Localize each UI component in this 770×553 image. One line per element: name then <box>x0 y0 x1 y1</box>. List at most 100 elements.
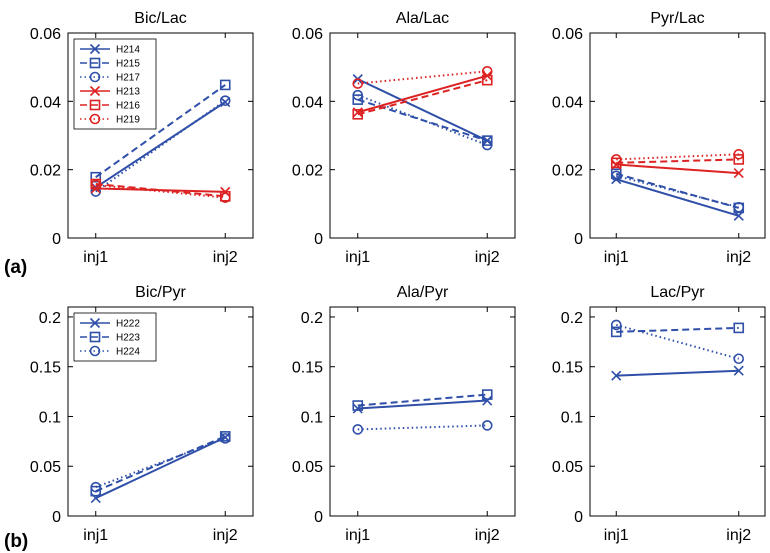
y-tick-label: 0.1 <box>561 409 583 426</box>
legend: H222 H223 H224 <box>73 312 157 362</box>
data-point <box>352 109 364 120</box>
data-point <box>90 179 102 191</box>
x-tick-label: inj2 <box>475 249 500 266</box>
y-tick-label: 0.1 <box>39 409 61 426</box>
chart-title: Bic/Pyr <box>135 284 186 301</box>
y-tick-label: 0.15 <box>30 360 61 377</box>
series-0 <box>611 174 744 221</box>
x-tick-label: inj2 <box>213 249 238 266</box>
x-tick-label: inj1 <box>345 249 370 266</box>
legend-entry: H219 <box>116 115 140 126</box>
series-line <box>95 436 226 499</box>
series-4 <box>352 74 493 120</box>
series-line <box>95 99 226 193</box>
series-1 <box>90 79 231 183</box>
legend-marker <box>89 99 101 111</box>
data-point <box>219 95 231 106</box>
y-tick-label: 0.02 <box>30 163 61 180</box>
x-tick-label: inj1 <box>83 249 108 266</box>
data-point <box>611 370 622 381</box>
series-5 <box>610 148 745 165</box>
legend-entry: H214 <box>116 45 140 56</box>
data-point <box>481 65 493 77</box>
data-point <box>610 326 622 338</box>
series-0 <box>611 365 744 381</box>
legend: H214 H215 H217 H213 H216 H219 <box>73 38 157 130</box>
axes-frame <box>329 306 516 517</box>
series-1 <box>610 322 745 338</box>
chart-title: Pyr/Lac <box>650 10 704 27</box>
x-tick-label: inj1 <box>604 249 629 266</box>
y-tick-label: 0.04 <box>552 94 583 111</box>
data-point <box>90 171 102 183</box>
data-point <box>219 433 231 444</box>
chart-0: Bic/Lac 0 0.02 0.04 0.06 inj1 inj2 H214 H215 H217… <box>30 10 254 266</box>
y-tick-label: 0.06 <box>30 26 61 43</box>
y-tick-label: 0.06 <box>292 26 323 43</box>
legend-marker <box>89 43 101 55</box>
series-line <box>95 187 226 193</box>
data-point <box>352 89 364 101</box>
series-line <box>357 78 488 142</box>
charts: Bic/Lac 0 0.02 0.04 0.06 inj1 inj2 H214 H215 H217… <box>30 10 766 544</box>
data-point <box>610 154 622 165</box>
y-tick-label: 0 <box>574 231 583 248</box>
legend-marker <box>89 71 101 83</box>
data-point <box>90 186 102 197</box>
series-line <box>357 94 488 146</box>
data-point <box>481 420 493 431</box>
data-point <box>733 322 745 334</box>
series-2 <box>610 319 745 365</box>
x-tick-label: inj1 <box>83 527 108 544</box>
axes-frame <box>67 306 254 517</box>
series-5 <box>352 65 493 89</box>
data-point <box>733 148 745 160</box>
data-point <box>481 389 493 400</box>
legend-entry: H223 <box>116 333 140 344</box>
chart-title: Ala/Lac <box>396 10 449 27</box>
y-tick-label: 0.04 <box>292 94 323 111</box>
data-point <box>481 135 493 146</box>
data-point <box>481 139 493 151</box>
series-line <box>616 326 739 333</box>
data-point <box>611 174 622 185</box>
data-point <box>482 395 493 406</box>
x-tick-label: inj2 <box>475 527 500 544</box>
x-tick-label: inj2 <box>726 249 751 266</box>
y-tick-label: 0 <box>52 231 61 248</box>
series-2 <box>90 433 231 493</box>
series-line <box>615 323 740 360</box>
legend-entry: H222 <box>116 319 140 330</box>
axes-frame <box>329 32 516 239</box>
legend-marker <box>89 57 101 69</box>
panel-label-b: (b) <box>4 531 28 552</box>
data-point <box>610 170 622 182</box>
y-tick-label: 0.05 <box>30 459 61 476</box>
series-line <box>616 153 739 161</box>
y-tick-label: 0.2 <box>39 310 61 327</box>
data-point <box>610 157 622 169</box>
data-point <box>352 94 364 105</box>
series-2 <box>352 420 493 435</box>
series-line <box>357 70 488 85</box>
y-tick-label: 0 <box>52 509 61 526</box>
y-tick-label: 0.15 <box>552 360 583 377</box>
chart-2: Pyr/Lac 0 0.02 0.04 0.06 inj1 inj2 <box>552 10 766 266</box>
legend-frame <box>73 38 157 130</box>
legend-marker <box>89 85 101 97</box>
series-1 <box>352 94 493 146</box>
series-line <box>95 184 226 199</box>
y-tick-label: 0.04 <box>30 94 61 111</box>
series-line <box>615 172 740 209</box>
data-point <box>610 319 622 331</box>
chart-5: Lac/Pyr 0 0.05 0.1 0.15 0.2 inj1 inj2 <box>552 284 766 544</box>
series-line <box>616 163 739 175</box>
chart-1: Ala/Lac 0 0.02 0.04 0.06 inj1 inj2 <box>292 10 516 266</box>
legend-entry: H217 <box>116 73 140 84</box>
data-point <box>219 192 231 203</box>
x-tick-label: inj2 <box>726 527 751 544</box>
data-point <box>219 79 231 91</box>
y-tick-label: 0.02 <box>292 163 323 180</box>
chart-title: Ala/Pyr <box>397 284 449 301</box>
